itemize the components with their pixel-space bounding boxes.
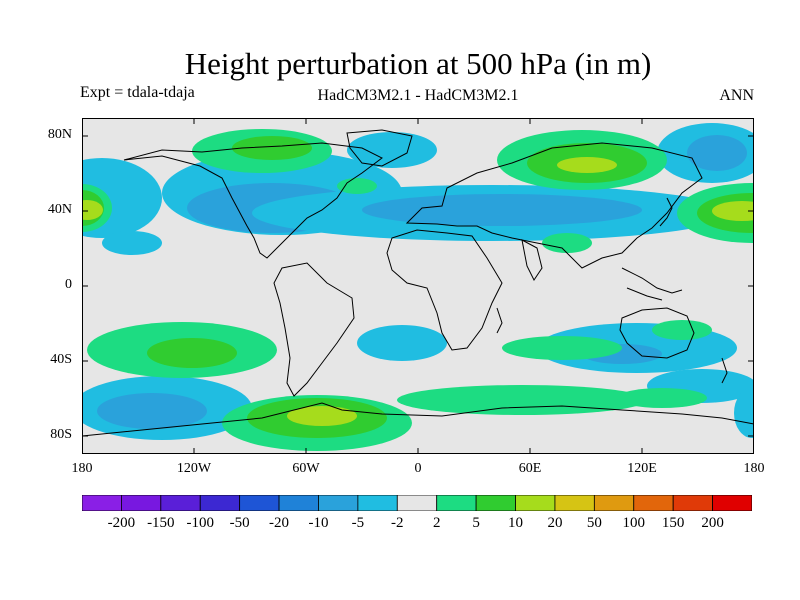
positive-contours	[82, 129, 754, 451]
map-panel	[82, 118, 754, 454]
lon-label-180e: 180	[743, 461, 765, 476]
season-label: ANN	[719, 87, 754, 104]
map-border	[82, 118, 754, 454]
colorbar-label: -150	[147, 515, 175, 531]
lat-label-40n: 40N	[47, 202, 72, 217]
lon-label-120w: 120W	[176, 461, 212, 476]
colorbar-swatch	[436, 495, 477, 511]
colorbar-swatch	[278, 495, 319, 511]
lon-label-120e: 120E	[627, 461, 657, 476]
colorbar-label: 50	[586, 515, 602, 531]
colorbar-swatch	[593, 495, 635, 511]
colorbar-swatch	[318, 495, 359, 511]
lat-label-80n: 80N	[47, 127, 72, 142]
lon-label-60e: 60E	[518, 461, 542, 476]
negative-contours	[82, 123, 754, 440]
contour-map	[82, 118, 754, 454]
colorbar-swatch	[712, 495, 752, 511]
colorbar-swatch	[239, 495, 280, 511]
colorbar-label: 2	[432, 515, 441, 531]
colorbar-swatch	[160, 495, 201, 511]
lon-label-180w: 180	[71, 461, 93, 476]
colorbar-swatch	[357, 495, 398, 511]
colorbar-swatch	[396, 495, 438, 511]
colorbar-label: -2	[391, 515, 404, 531]
experiment-label: Expt = tdala-tdaja	[80, 84, 195, 101]
colorbar-label: 5	[472, 515, 480, 531]
colorbar-swatch	[199, 495, 241, 511]
plot-title: Height perturbation at 500 hPa (in m)	[184, 46, 652, 81]
colorbar-label: -5	[351, 515, 365, 531]
colorbar-label: -10	[308, 515, 329, 531]
colorbar-swatch	[121, 495, 162, 511]
model-label: HadCM3M2.1 - HadCM3M2.1	[317, 87, 519, 104]
colorbar-label: -200	[107, 515, 136, 531]
colorbar-label: 150	[661, 515, 685, 531]
colorbar-label: -20	[269, 515, 290, 531]
lat-label-40s: 40S	[50, 352, 72, 367]
lat-label-80s: 80S	[50, 427, 72, 442]
colorbar-label: -100	[186, 515, 214, 531]
coastlines	[82, 129, 754, 437]
colorbar-swatch	[515, 495, 556, 511]
lon-label-0: 0	[414, 461, 422, 476]
colorbar-swatch	[82, 495, 122, 511]
lat-label-eq: 0	[65, 277, 72, 292]
colorbar-swatch	[672, 495, 713, 511]
colorbar	[82, 495, 752, 511]
colorbar-label: 10	[508, 515, 524, 531]
colorbar-swatch	[633, 495, 674, 511]
colorbar-swatch	[554, 495, 595, 511]
lon-label-60w: 60W	[292, 461, 320, 476]
colorbar-label: -50	[229, 515, 250, 531]
colorbar-swatch	[475, 495, 516, 511]
colorbar-label: 100	[622, 515, 646, 531]
colorbar-label: 20	[547, 515, 563, 531]
colorbar-label: 200	[701, 515, 724, 531]
